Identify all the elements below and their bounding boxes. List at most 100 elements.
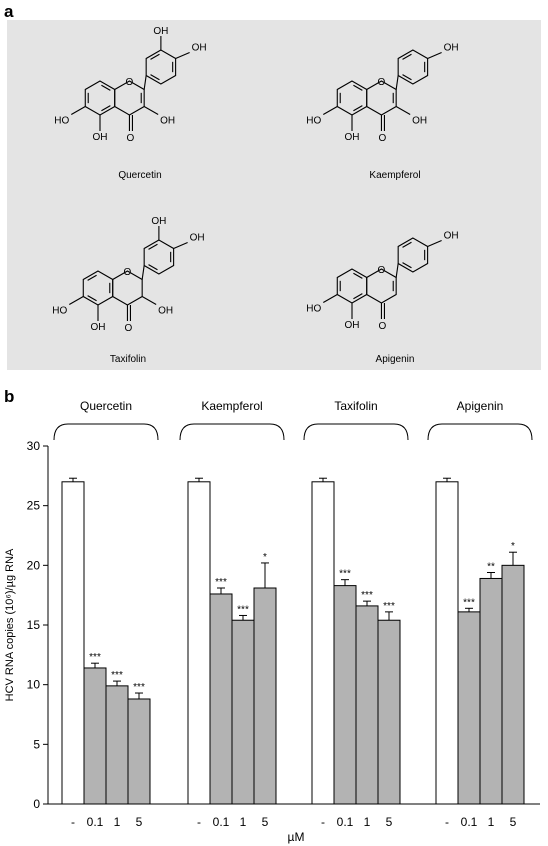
bar [435, 481, 459, 805]
b-ring-bond [395, 263, 399, 278]
group-apigenin: Apigenin - *** 0.1 ** 1 * 5 [427, 399, 533, 829]
group-label: Taxifolin [334, 399, 377, 413]
b-ring-double-bond [148, 264, 158, 271]
a-ring-double-bond [353, 105, 363, 112]
group-label: Quercetin [80, 399, 132, 413]
hydroxyl-7-label-bond [71, 106, 86, 115]
x-tick-label: 0.1 [87, 815, 104, 829]
x-tick-label: 5 [510, 815, 517, 829]
panel-a-background [7, 20, 541, 370]
carbonyl-oxygen: O [379, 321, 387, 332]
carbonyl-oxygen: O [125, 323, 133, 334]
x-tick-label: 5 [136, 815, 143, 829]
significance-label: * [511, 541, 515, 552]
significance-label: *** [133, 682, 145, 693]
hydroxyl-7-label-bond [323, 106, 338, 115]
structure-name: Kaempferol [369, 170, 420, 181]
significance-label: ** [487, 561, 495, 572]
hydroxyl-3-label: OH [160, 116, 175, 127]
x-tick-label: - [321, 815, 325, 829]
x-tick-label: 0.1 [337, 815, 354, 829]
x-tick-label: 0.1 [461, 815, 478, 829]
bar [61, 481, 85, 805]
group-kaempferol: Kaempferol - *** 0.1 *** 1 * 5 [179, 399, 285, 829]
significance-label: *** [237, 604, 249, 615]
significance-label: *** [383, 601, 395, 612]
bar [457, 611, 481, 805]
group-bracket [427, 423, 533, 441]
hydroxyl-3-label: OH [412, 116, 427, 127]
bar [209, 593, 233, 805]
a-ring-double-bond [353, 84, 363, 91]
group-quercetin: Quercetin - *** 0.1 *** 1 *** 5 [53, 399, 159, 829]
bar [333, 585, 357, 805]
hydroxyl-3-label-bond [143, 106, 159, 115]
bar [105, 685, 129, 805]
bar [377, 619, 401, 805]
group-bracket [53, 423, 159, 441]
bar [127, 698, 151, 805]
a-ring-double-bond [101, 105, 111, 112]
hydroxyl-7-label: HO [306, 304, 321, 315]
a-ring-double-bond [101, 84, 111, 91]
bar [479, 577, 503, 805]
hydroxyl-3-label-bond [141, 296, 157, 305]
b-ring-bond [143, 75, 147, 90]
panel-a-label: a [4, 2, 14, 21]
structure-name: Apigenin [376, 354, 415, 365]
hydroxyl-4prime-label-bond [173, 241, 188, 250]
ring-oxygen: O [124, 267, 132, 278]
b-ring-double-bond [148, 243, 158, 250]
bar [501, 564, 525, 805]
x-tick-label: - [71, 815, 75, 829]
bar [83, 667, 107, 805]
structure-quercetin: O O HO OH OH OH OH Quercetin [54, 26, 206, 181]
bar [311, 481, 335, 805]
y-axis-label: HCV RNA copies (10⁶)/µg RNA [4, 548, 16, 701]
x-tick-label: 1 [364, 815, 371, 829]
hydroxyl-7-label-bond [69, 296, 84, 305]
b-ring-double-bond [402, 74, 412, 81]
panel-b-label: b [4, 387, 15, 406]
structure-taxifolin: O O HO OH OH OH OH Taxifolin [52, 216, 204, 365]
structure-kaempferol: O O HO OH OH OH Kaempferol [306, 43, 458, 182]
significance-label: *** [89, 652, 101, 663]
y-tick-label: 25 [27, 499, 41, 513]
hydroxyl-5-label: OH [91, 322, 106, 333]
carbonyl-oxygen: O [379, 133, 387, 144]
y-tick-label: 30 [27, 439, 41, 453]
b-ring-double-bond [402, 262, 412, 269]
hydroxyl-4prime-label-bond [175, 51, 190, 60]
hydroxyl-5-label: OH [345, 132, 360, 143]
carbonyl-oxygen: O [127, 133, 135, 144]
ring-oxygen: O [126, 77, 134, 88]
bar [355, 605, 379, 805]
x-tick-label: 5 [386, 815, 393, 829]
structure-name: Taxifolin [110, 354, 146, 365]
x-axis-label: µM [288, 830, 305, 844]
x-tick-label: 1 [488, 815, 495, 829]
hydroxyl-7-label: HO [54, 116, 69, 127]
b-ring-double-bond [150, 74, 160, 81]
x-tick-label: - [445, 815, 449, 829]
b-ring-bond [141, 265, 145, 280]
bar [253, 587, 277, 805]
y-tick-label: 20 [27, 558, 41, 572]
significance-label: *** [215, 577, 227, 588]
x-tick-label: 1 [240, 815, 247, 829]
y-tick-label: 15 [27, 618, 41, 632]
hydroxyl-4prime-label-bond [427, 239, 442, 248]
hydroxyl-3-label: OH [158, 306, 173, 317]
hydroxyl-3prime-label: OH [151, 216, 166, 227]
hydroxyl-7-label: HO [306, 116, 321, 127]
hydroxyl-4prime-label: OH [190, 233, 205, 244]
hydroxyl-4prime-label-bond [427, 51, 442, 60]
hydroxyl-4prime-label: OH [444, 43, 459, 54]
b-ring-bond [395, 75, 399, 90]
a-ring-double-bond [87, 295, 97, 302]
group-bracket [303, 423, 409, 441]
hydroxyl-3prime-label: OH [153, 26, 168, 37]
y-tick-label: 10 [27, 678, 41, 692]
bar [231, 619, 255, 805]
